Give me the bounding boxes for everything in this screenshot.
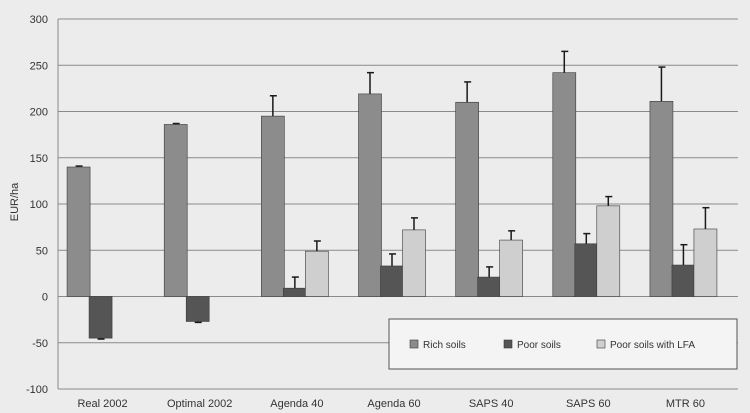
- bar-rich-soils: [66, 166, 91, 297]
- y-tick-label: 0: [42, 292, 48, 304]
- legend-box: [388, 318, 738, 370]
- bar-rich-soils: [358, 93, 382, 297]
- y-tick-labels: -100 -50 0 50 100 150 200 250 300: [26, 14, 48, 396]
- bar-poor-soils: [380, 265, 404, 297]
- legend-swatch: [596, 339, 606, 349]
- bar-poor-soils-with-lfa: [499, 239, 523, 297]
- bar-rich-soils: [261, 115, 285, 297]
- x-tick-labels: Real 2002 Optimal 2002 Agenda 40 Agenda 60 S…: [77, 398, 704, 410]
- y-tick-label: 100: [30, 199, 48, 211]
- x-tick-label: SAPS 40: [469, 398, 514, 410]
- x-tick-label: Optimal 2002: [167, 398, 232, 410]
- bar-poor-soils-with-lfa: [693, 228, 718, 297]
- x-tick-label: MTR 60: [666, 398, 705, 410]
- legend: Rich soils Poor soils Poor soils with LFA: [388, 318, 738, 370]
- bar-rich-soils: [552, 72, 577, 297]
- bar-rich-soils: [649, 101, 674, 297]
- bar-poor-soils-with-lfa: [596, 205, 621, 297]
- y-axis-title: EUR/ha: [9, 182, 21, 221]
- bars: [66, 50, 718, 340]
- y-tick-label: 200: [30, 107, 48, 119]
- y-tick-label: -100: [26, 384, 48, 396]
- bar-poor-soils: [574, 243, 599, 297]
- x-tick-label: Agenda 60: [367, 398, 420, 410]
- y-tick-label: -50: [32, 338, 48, 350]
- bar-poor-soils: [185, 296, 210, 322]
- bar-poor-soils-with-lfa: [402, 229, 426, 297]
- bar-rich-soils: [455, 101, 479, 297]
- bar-rich-soils: [163, 124, 188, 297]
- legend-label: Rich soils: [423, 340, 466, 351]
- y-tick-label: 300: [30, 14, 48, 26]
- legend-label: Poor soils: [517, 340, 561, 351]
- x-tick-label: SAPS 60: [566, 398, 611, 410]
- legend-label: Poor soils with LFA: [610, 340, 695, 351]
- x-tick-label: Real 2002: [77, 398, 127, 410]
- x-tick-label: Agenda 40: [270, 398, 323, 410]
- y-tick-label: 50: [36, 245, 48, 257]
- y-tick-label: 250: [30, 60, 48, 72]
- bar-poor-soils-with-lfa: [305, 250, 329, 297]
- bar-poor-soils: [283, 287, 307, 297]
- legend-swatch: [503, 339, 513, 349]
- bar-poor-soils: [477, 276, 501, 297]
- y-tick-label: 150: [30, 153, 48, 165]
- bar-poor-soils: [88, 296, 113, 339]
- legend-swatch: [409, 339, 419, 349]
- bar-poor-soils: [671, 264, 696, 297]
